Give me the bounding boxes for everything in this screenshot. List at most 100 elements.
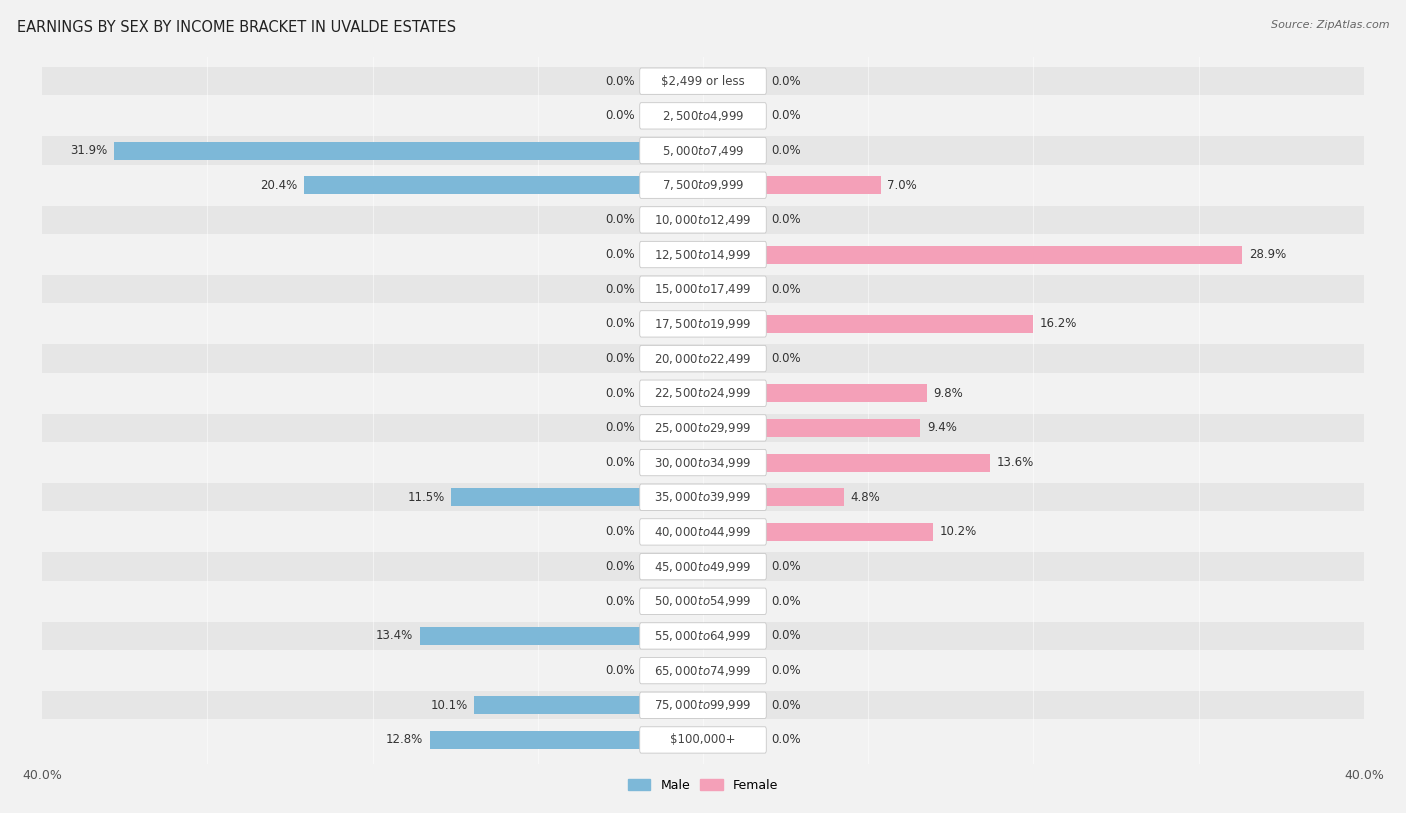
Bar <box>304 176 641 194</box>
Bar <box>451 489 641 506</box>
FancyBboxPatch shape <box>640 727 766 753</box>
Bar <box>42 137 1364 165</box>
Text: $55,000 to $64,999: $55,000 to $64,999 <box>654 629 752 643</box>
Text: Source: ZipAtlas.com: Source: ZipAtlas.com <box>1271 20 1389 30</box>
Bar <box>42 552 1364 580</box>
Text: 31.9%: 31.9% <box>70 144 107 157</box>
Text: 0.0%: 0.0% <box>772 213 801 226</box>
Bar <box>765 419 921 437</box>
FancyBboxPatch shape <box>640 450 766 476</box>
FancyBboxPatch shape <box>640 484 766 511</box>
Text: $35,000 to $39,999: $35,000 to $39,999 <box>654 490 752 504</box>
Text: $40,000 to $44,999: $40,000 to $44,999 <box>654 525 752 539</box>
Text: $20,000 to $22,499: $20,000 to $22,499 <box>654 351 752 366</box>
Text: 0.0%: 0.0% <box>772 283 801 296</box>
Text: 0.0%: 0.0% <box>605 317 634 330</box>
Text: 0.0%: 0.0% <box>605 560 634 573</box>
Text: 0.0%: 0.0% <box>605 387 634 400</box>
Text: $100,000+: $100,000+ <box>671 733 735 746</box>
FancyBboxPatch shape <box>640 68 766 94</box>
FancyBboxPatch shape <box>640 519 766 545</box>
Bar <box>42 656 1364 685</box>
Bar <box>42 345 1364 373</box>
Text: 0.0%: 0.0% <box>605 283 634 296</box>
Text: 11.5%: 11.5% <box>408 491 444 504</box>
Text: 10.2%: 10.2% <box>941 525 977 538</box>
FancyBboxPatch shape <box>640 241 766 267</box>
Text: $75,000 to $99,999: $75,000 to $99,999 <box>654 698 752 712</box>
Text: $30,000 to $34,999: $30,000 to $34,999 <box>654 455 752 470</box>
Text: 0.0%: 0.0% <box>605 248 634 261</box>
Bar <box>42 171 1364 199</box>
FancyBboxPatch shape <box>640 311 766 337</box>
Text: 13.4%: 13.4% <box>375 629 413 642</box>
Text: $17,500 to $19,999: $17,500 to $19,999 <box>654 317 752 331</box>
Text: $45,000 to $49,999: $45,000 to $49,999 <box>654 559 752 574</box>
Text: 0.0%: 0.0% <box>772 699 801 711</box>
FancyBboxPatch shape <box>640 380 766 406</box>
FancyBboxPatch shape <box>640 207 766 233</box>
Text: $7,500 to $9,999: $7,500 to $9,999 <box>662 178 744 192</box>
Text: 0.0%: 0.0% <box>605 352 634 365</box>
FancyBboxPatch shape <box>640 276 766 302</box>
Bar <box>765 246 1243 263</box>
Text: 0.0%: 0.0% <box>772 560 801 573</box>
Bar <box>42 275 1364 303</box>
Bar <box>42 448 1364 476</box>
FancyBboxPatch shape <box>640 588 766 615</box>
Text: $25,000 to $29,999: $25,000 to $29,999 <box>654 421 752 435</box>
Bar <box>419 627 641 645</box>
FancyBboxPatch shape <box>640 692 766 719</box>
Bar <box>765 176 880 194</box>
Text: 10.1%: 10.1% <box>430 699 468 711</box>
Bar <box>42 414 1364 442</box>
Bar <box>42 310 1364 338</box>
Text: 12.8%: 12.8% <box>385 733 423 746</box>
Text: 0.0%: 0.0% <box>605 213 634 226</box>
Bar <box>42 726 1364 754</box>
Bar <box>42 483 1364 511</box>
FancyBboxPatch shape <box>640 346 766 372</box>
FancyBboxPatch shape <box>640 658 766 684</box>
Text: 0.0%: 0.0% <box>605 456 634 469</box>
Legend: Male, Female: Male, Female <box>623 774 783 797</box>
Bar <box>42 622 1364 650</box>
FancyBboxPatch shape <box>640 554 766 580</box>
Text: 0.0%: 0.0% <box>605 664 634 677</box>
FancyBboxPatch shape <box>640 102 766 129</box>
Bar <box>765 523 934 541</box>
Text: $12,500 to $14,999: $12,500 to $14,999 <box>654 247 752 262</box>
Text: $5,000 to $7,499: $5,000 to $7,499 <box>662 144 744 158</box>
Text: 7.0%: 7.0% <box>887 179 917 192</box>
Text: 16.2%: 16.2% <box>1039 317 1077 330</box>
Text: $65,000 to $74,999: $65,000 to $74,999 <box>654 663 752 677</box>
Bar <box>42 518 1364 546</box>
FancyBboxPatch shape <box>640 137 766 163</box>
Bar <box>42 587 1364 615</box>
Text: $15,000 to $17,499: $15,000 to $17,499 <box>654 282 752 296</box>
Bar <box>42 691 1364 720</box>
Text: 28.9%: 28.9% <box>1249 248 1286 261</box>
Text: EARNINGS BY SEX BY INCOME BRACKET IN UVALDE ESTATES: EARNINGS BY SEX BY INCOME BRACKET IN UVA… <box>17 20 456 35</box>
Text: $10,000 to $12,499: $10,000 to $12,499 <box>654 213 752 227</box>
Bar <box>114 141 641 159</box>
Bar <box>765 385 927 402</box>
Text: 0.0%: 0.0% <box>605 595 634 608</box>
Text: 0.0%: 0.0% <box>772 664 801 677</box>
Text: 0.0%: 0.0% <box>772 110 801 122</box>
Text: $2,499 or less: $2,499 or less <box>661 75 745 88</box>
Bar <box>42 206 1364 234</box>
Bar <box>42 102 1364 130</box>
Text: 0.0%: 0.0% <box>605 110 634 122</box>
Text: $22,500 to $24,999: $22,500 to $24,999 <box>654 386 752 400</box>
Text: 9.8%: 9.8% <box>934 387 963 400</box>
Text: 0.0%: 0.0% <box>605 421 634 434</box>
Text: 4.8%: 4.8% <box>851 491 880 504</box>
Text: 0.0%: 0.0% <box>772 629 801 642</box>
Text: 20.4%: 20.4% <box>260 179 298 192</box>
Text: 9.4%: 9.4% <box>927 421 956 434</box>
Text: $2,500 to $4,999: $2,500 to $4,999 <box>662 109 744 123</box>
Text: $50,000 to $54,999: $50,000 to $54,999 <box>654 594 752 608</box>
Bar <box>42 379 1364 407</box>
Bar <box>42 67 1364 95</box>
